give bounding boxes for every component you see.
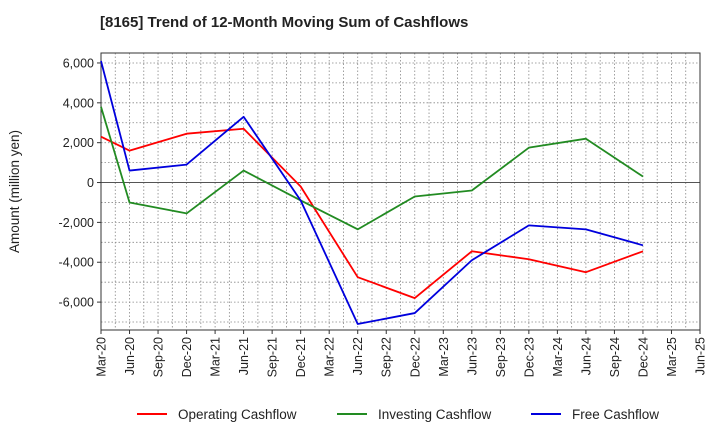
y-tick-label: 6,000 [63, 56, 94, 70]
x-tick-label: Sep-22 [380, 337, 394, 377]
x-tick-label: Jun-21 [237, 337, 251, 375]
y-tick-label: -2,000 [59, 216, 94, 230]
legend: Operating Cashflow Investing Cashflow Free… [137, 407, 659, 422]
x-axis-ticks: Mar-20 Jun-20 Sep-20 Dec-20 Mar-21 Jun-21 Sep-… [95, 330, 708, 377]
x-tick-label: Mar-22 [323, 337, 337, 377]
x-tick-label: Jun-24 [579, 337, 593, 375]
free-cashflow-line [100, 60, 644, 325]
x-tick-label: Mar-24 [551, 337, 565, 377]
x-tick-label: Dec-20 [180, 337, 194, 377]
series-lines [100, 60, 644, 325]
x-tick-label: Jun-25 [694, 337, 708, 375]
y-tick-label: 4,000 [63, 96, 94, 110]
investing-cashflow-legend-label: Investing Cashflow [378, 407, 492, 422]
x-tick-label: Mar-20 [95, 337, 109, 377]
x-tick-label: Dec-22 [408, 337, 422, 377]
grid-lines [100, 53, 701, 330]
x-tick-label: Sep-24 [608, 337, 622, 377]
x-tick-label: Mar-25 [665, 337, 679, 377]
axes [100, 52, 701, 331]
x-tick-label: Sep-20 [152, 337, 166, 377]
operating-cashflow-legend-label: Operating Cashflow [178, 407, 297, 422]
x-tick-label: Dec-21 [294, 337, 308, 377]
x-tick-label: Dec-24 [636, 337, 650, 377]
x-tick-label: Mar-21 [209, 337, 223, 377]
chart-title: [8165] Trend of 12-Month Moving Sum of C… [100, 14, 469, 31]
y-axis-ticks: 6,000 4,000 2,000 0 -2,000 -4,000 -6,000 [59, 56, 101, 310]
y-tick-label: 2,000 [63, 136, 94, 150]
y-tick-label: -4,000 [59, 256, 94, 270]
investing-cashflow-line [100, 106, 644, 231]
x-tick-label: Sep-21 [266, 337, 280, 377]
x-tick-label: Mar-23 [437, 337, 451, 377]
plot-frame [100, 52, 701, 331]
x-tick-label: Jun-23 [465, 337, 479, 375]
y-axis-label: Amount (million yen) [7, 130, 22, 253]
operating-cashflow-line [100, 127, 644, 300]
x-tick-label: Jun-22 [351, 337, 365, 375]
y-tick-label: 0 [87, 176, 94, 190]
y-tick-label: -6,000 [59, 296, 94, 310]
free-cashflow-legend-label: Free Cashflow [572, 407, 659, 422]
x-tick-label: Sep-23 [494, 337, 508, 377]
x-tick-label: Jun-20 [123, 337, 137, 375]
x-tick-label: Dec-23 [522, 337, 536, 377]
